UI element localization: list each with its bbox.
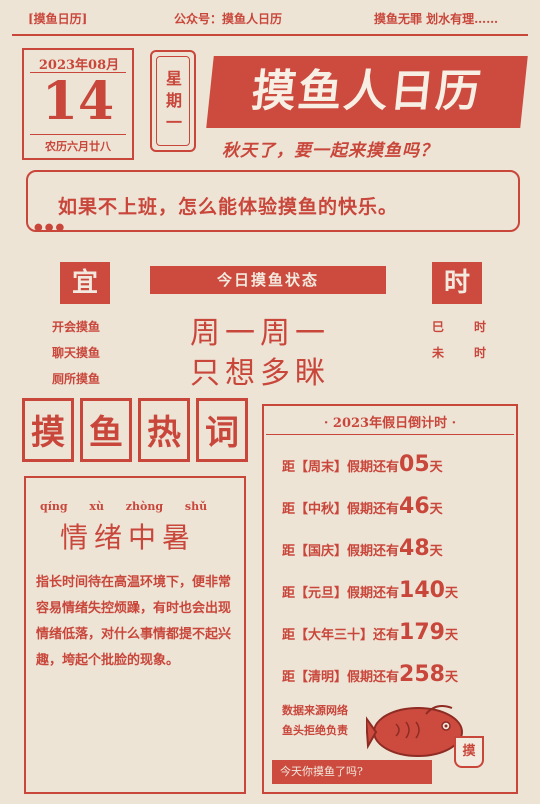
hot-word-description: 指长时间待在高温环境下，便非常容易情绪失控烦躁，有时也会出现情绪低落，对什么事情… [36, 575, 232, 668]
mood-line-1: 周一周一 [190, 316, 330, 351]
row-text: 假期还有 [347, 544, 400, 559]
lunar-date: 农历六月廿八 [45, 140, 111, 153]
date-box: 2023年08月 14 农历六月廿八 [22, 48, 134, 160]
row-prefix: 距 [282, 586, 296, 601]
hot-char: 热 [138, 398, 190, 462]
decorative-dots: ●●● [34, 222, 67, 233]
quote-banner: 如果不上班，怎么能体验摸鱼的快乐。 ●●● [26, 170, 520, 233]
countdown-box [262, 404, 518, 794]
shi-item-b: 时 [474, 320, 487, 334]
date-divider-bottom [30, 134, 126, 135]
day-number: 14 [41, 71, 115, 132]
row-text: 假期还有 [347, 460, 400, 475]
weekday-box: 星期一 [150, 50, 196, 152]
row-suffix: 天 [444, 628, 458, 643]
days-left: 140 [399, 578, 445, 603]
countdown-row: 距【元旦】假期还有140天 [282, 578, 512, 603]
shi-item-b: 时 [474, 346, 487, 360]
row-suffix: 天 [429, 502, 443, 517]
row-suffix: 天 [429, 460, 443, 475]
row-text: 假期还有 [347, 502, 400, 517]
days-left: 05 [399, 452, 430, 477]
countdown-row: 距【中秋】假期还有46天 [282, 494, 512, 519]
holiday-name: 【周末】 [295, 460, 348, 475]
hot-char: 词 [196, 398, 248, 462]
row-text: 还有 [373, 628, 400, 643]
yi-stamp: 宜 [60, 262, 110, 304]
holiday-name: 【清明】 [295, 670, 348, 685]
yi-item: 厕所摸鱼 [52, 372, 101, 386]
hot-char: 鱼 [80, 398, 132, 462]
row-prefix: 距 [282, 628, 296, 643]
top-bar-left: [摸鱼日历] [28, 12, 88, 26]
holiday-name: 【中秋】 [295, 502, 348, 517]
cup-icon: 摸 [454, 736, 484, 768]
countdown-row: 距【国庆】假期还有48天 [282, 536, 512, 561]
days-left: 179 [399, 620, 445, 645]
hot-word: 情绪中暑 [60, 521, 197, 554]
row-suffix: 天 [429, 544, 443, 559]
shi-item-a: 巳 [432, 320, 445, 334]
row-prefix: 距 [282, 544, 296, 559]
disclaimer-note: 鱼头拒绝负责 [282, 724, 348, 737]
mood-line-2: 只想多眯 [190, 356, 330, 391]
weekday-label: 星期一 [156, 56, 190, 146]
row-suffix: 天 [444, 670, 458, 685]
date-divider [30, 72, 126, 73]
data-source-note: 数据来源网络 [282, 704, 348, 717]
fish-icon [366, 705, 463, 757]
days-left: 48 [399, 536, 430, 561]
row-prefix: 距 [282, 670, 296, 685]
hot-char: 摸 [22, 398, 74, 462]
footer-caption: 今天你摸鱼了吗? [272, 760, 432, 784]
countdown-divider [266, 434, 514, 435]
row-suffix: 天 [444, 586, 458, 601]
shi-item-a: 未 [432, 346, 445, 360]
holiday-name: 【国庆】 [295, 544, 348, 559]
year-month: 2023年08月 [38, 58, 120, 73]
holiday-name: 【元旦】 [295, 586, 348, 601]
shi-stamp: 时 [432, 262, 482, 304]
countdown-row: 距【清明】假期还有258天 [282, 662, 512, 687]
hot-word-box [24, 476, 246, 794]
days-left: 46 [399, 494, 430, 519]
countdown-title: · 2023年假日倒计时 · [323, 416, 457, 431]
yi-item: 开会摸鱼 [52, 320, 101, 334]
hot-word-pinyin: qíng xù zhòng shǔ [40, 500, 208, 513]
yi-item: 聊天摸鱼 [52, 346, 101, 360]
top-rule [12, 34, 528, 36]
top-bar: [摸鱼日历] 公众号：摸鱼人日历 摸鱼无罪 划水有理…… [8, 6, 532, 30]
subtitle: 秋天了，要一起来摸鱼吗？ [222, 141, 438, 161]
page-title: 摸鱼人日历 [206, 56, 528, 128]
row-prefix: 距 [282, 502, 296, 517]
holiday-name: 【大年三十】 [295, 628, 374, 643]
countdown-row: 距【周末】假期还有05天 [282, 452, 512, 477]
row-text: 假期还有 [347, 670, 400, 685]
top-bar-slogan: 摸鱼无罪 划水有理…… [374, 12, 499, 26]
row-text: 假期还有 [347, 586, 400, 601]
top-bar-account: 公众号：摸鱼人日历 [174, 12, 283, 26]
row-prefix: 距 [282, 460, 296, 475]
status-title: 今日摸鱼状态 [150, 266, 386, 294]
days-left: 258 [399, 662, 445, 687]
countdown-row: 距【大年三十】还有179天 [282, 620, 512, 645]
hot-words-header: 摸 鱼 热 词 [22, 398, 248, 466]
quote-text: 如果不上班，怎么能体验摸鱼的快乐。 [58, 196, 399, 218]
